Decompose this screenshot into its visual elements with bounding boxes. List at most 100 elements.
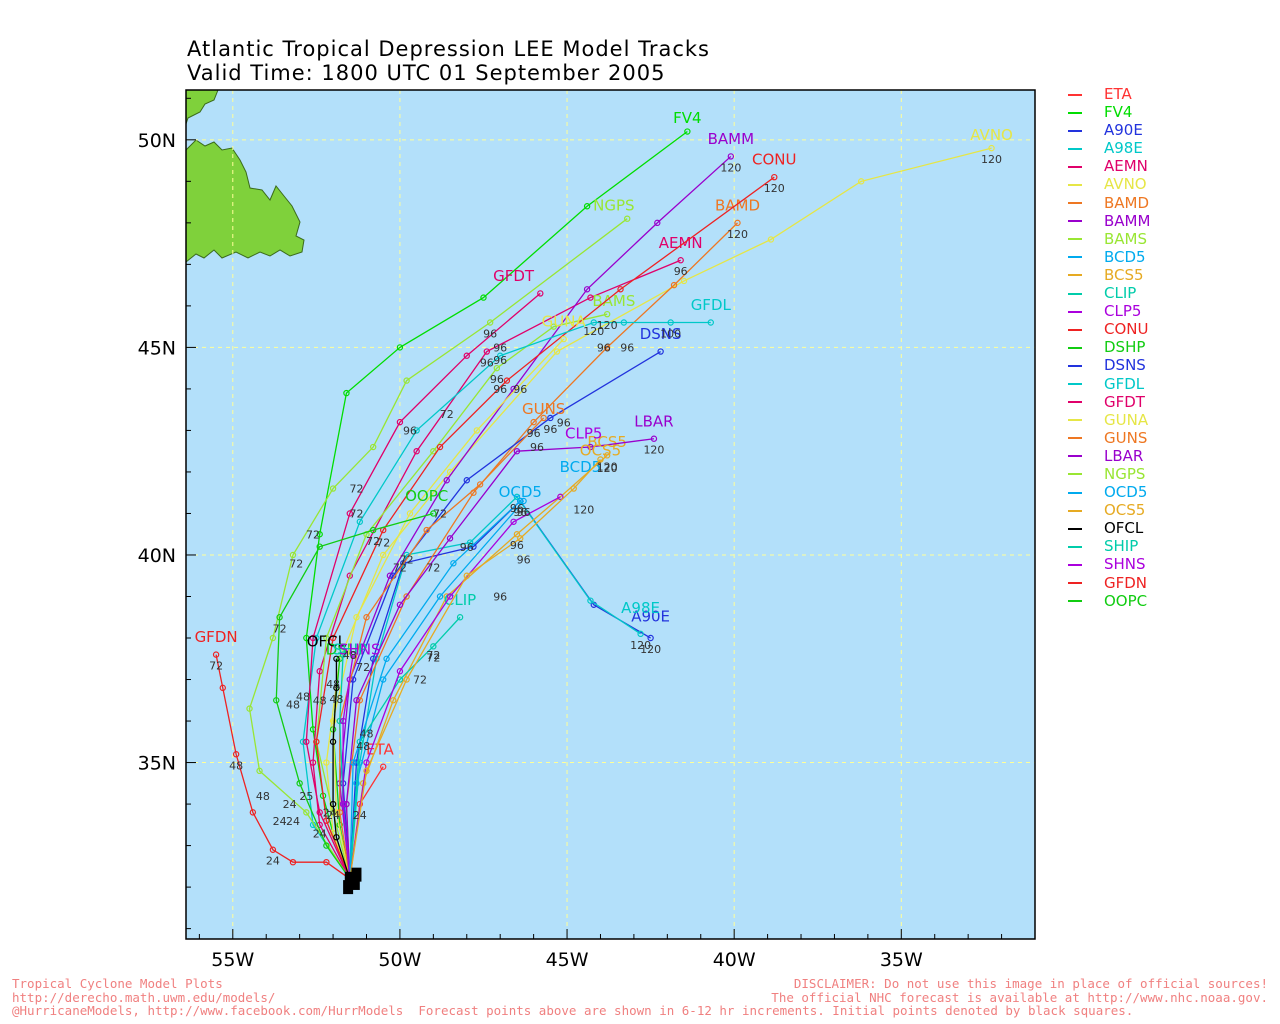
- hour-label: 72: [393, 562, 407, 575]
- track-line: [345, 438, 655, 879]
- track-point: [603, 344, 611, 351]
- legend-item: A90E: [1068, 121, 1150, 139]
- track-point: [219, 684, 226, 692]
- hour-label: 48: [359, 728, 373, 741]
- track-point: [647, 634, 654, 642]
- hour-label: 24: [283, 798, 297, 811]
- hour-label: 96: [513, 506, 527, 519]
- hour-label: 120: [630, 639, 651, 652]
- track-point: [707, 319, 714, 326]
- track-label: SHIP: [333, 641, 367, 659]
- track-point: [637, 630, 644, 638]
- legend-swatch: [1068, 527, 1082, 530]
- legend-swatch: [1068, 256, 1082, 259]
- track-point: [316, 543, 323, 550]
- track-point: [303, 809, 310, 816]
- hour-label: 48: [229, 759, 243, 772]
- initial-point-square: [351, 867, 362, 882]
- legend-swatch: [1068, 383, 1082, 385]
- legend-swatch: [1068, 455, 1082, 458]
- legend-label: DSHP: [1104, 338, 1146, 357]
- hour-label: 72: [289, 557, 303, 570]
- track-point: [677, 257, 684, 264]
- legend-item: OOPC: [1068, 592, 1150, 610]
- track-label: BCD5: [560, 458, 602, 476]
- legend-swatch: [1068, 491, 1082, 494]
- track-point: [587, 597, 594, 604]
- track-point: [369, 443, 377, 451]
- track-point: [496, 352, 504, 359]
- track-line: [349, 495, 641, 879]
- track-line: [305, 130, 688, 880]
- track-label: OCD5: [499, 483, 542, 501]
- hour-label: 72: [306, 528, 320, 541]
- footer-left-line-1: Tropical Cyclone Model Plots: [12, 976, 223, 991]
- track-point: [396, 418, 404, 426]
- track-point: [590, 319, 597, 326]
- legend-item: BCD5: [1068, 248, 1150, 266]
- model-legend: ETA FV4 A90E A98E AEMN AVNO BAMD BAMM BAMS BCD5 BC…: [1068, 85, 1150, 610]
- track-gfdl: GFDL: [299, 296, 731, 880]
- track-point: [530, 418, 537, 426]
- legend-label: AEMN: [1104, 157, 1148, 176]
- legend-swatch: [1068, 401, 1082, 404]
- track-label: A90E: [631, 607, 670, 625]
- track-line: [302, 321, 711, 880]
- track-point: [727, 153, 735, 160]
- track-point: [771, 173, 778, 181]
- legend-label: GFDT: [1104, 392, 1145, 411]
- track-point: [346, 510, 353, 517]
- hour-label: 48: [343, 649, 357, 662]
- legend-item: ETA: [1068, 85, 1150, 103]
- track-point: [553, 348, 561, 355]
- track-guna: GUNA: [329, 313, 586, 879]
- track-point: [430, 510, 437, 517]
- track-point: [303, 738, 310, 745]
- track-lbar: LBAR: [343, 412, 674, 879]
- hour-label: 72: [433, 508, 447, 521]
- hour-label: 24: [286, 815, 300, 828]
- track-point: [463, 352, 470, 359]
- track-point: [353, 697, 360, 704]
- hour-label: 120: [720, 161, 741, 174]
- hour-label: 96: [493, 383, 507, 396]
- legend-item: GUNA: [1068, 411, 1150, 429]
- legend-swatch: [1068, 220, 1082, 223]
- legend-item: BCS5: [1068, 266, 1150, 284]
- hour-label: 24: [323, 807, 337, 820]
- legend-label: CONU: [1104, 320, 1149, 339]
- track-point: [323, 842, 330, 849]
- track-bamd: BAMD: [343, 196, 760, 879]
- hour-label: 24: [353, 809, 367, 822]
- track-point: [423, 526, 430, 534]
- track-line: [275, 512, 434, 880]
- track-line: [349, 496, 561, 879]
- track-label: CLP5: [565, 425, 602, 443]
- track-line: [332, 658, 351, 880]
- hour-label: 72: [413, 674, 427, 687]
- hour-label: 96: [527, 427, 541, 440]
- legend-item: CLIP: [1068, 284, 1150, 302]
- track-point: [670, 281, 678, 289]
- track-point: [624, 215, 631, 222]
- track-point: [363, 767, 370, 775]
- legend-swatch: [1068, 129, 1082, 132]
- hour-label: 72: [440, 408, 454, 421]
- track-point: [369, 526, 377, 534]
- model-tracks: ETAFV4A90EA98EAEMNAVNOBAMDBAMMBAMSBCD5BC…: [195, 109, 1013, 880]
- hour-label: 72: [366, 535, 380, 548]
- initial-point-square: [349, 875, 360, 890]
- footer-right-line-2: The official NHC forecast is available a…: [771, 989, 1268, 1005]
- track-point: [269, 634, 277, 642]
- track-point: [403, 676, 410, 683]
- legend-label: SHNS: [1104, 555, 1146, 574]
- legend-item: OCS5: [1068, 501, 1150, 519]
- track-point: [550, 323, 557, 330]
- track-point: [857, 178, 865, 185]
- track-line: [349, 500, 521, 879]
- track-point: [363, 759, 370, 766]
- legend-label: BAMS: [1104, 229, 1148, 248]
- track-point: [513, 447, 521, 455]
- legend-item: BAMM: [1068, 212, 1150, 230]
